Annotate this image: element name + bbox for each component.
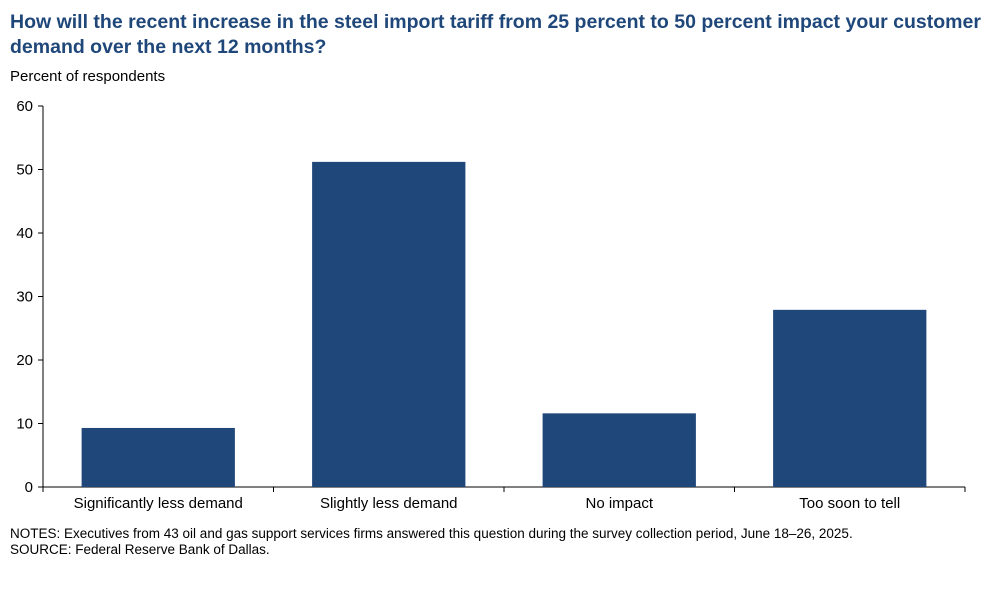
- bar-3: [542, 413, 696, 487]
- x-tick-label: No impact: [585, 495, 653, 512]
- y-tick-label: 60: [16, 98, 33, 115]
- x-tick-label: Significantly less demand: [74, 495, 243, 512]
- source-text: SOURCE: Federal Reserve Bank of Dallas.: [10, 542, 270, 557]
- y-tick-label: 0: [25, 479, 33, 496]
- notes-text: NOTES: Executives from 43 oil and gas su…: [10, 526, 853, 541]
- y-tick-label: 20: [16, 352, 33, 369]
- x-tick-label: Too soon to tell: [799, 495, 900, 512]
- y-tick-label: 30: [16, 289, 33, 306]
- notes-block: NOTES: Executives from 43 oil and gas su…: [10, 526, 988, 558]
- chart-title: How will the recent increase in the stee…: [10, 11, 981, 58]
- bar-4: [773, 309, 927, 487]
- y-axis-label: Percent of respondents: [10, 68, 166, 85]
- bar-2: [312, 161, 466, 487]
- y-tick-label: 10: [16, 416, 33, 433]
- y-tick-label: 40: [16, 225, 33, 242]
- x-tick-label: Slightly less demand: [320, 495, 458, 512]
- bar-1: [81, 427, 235, 487]
- y-tick-label: 50: [16, 162, 33, 179]
